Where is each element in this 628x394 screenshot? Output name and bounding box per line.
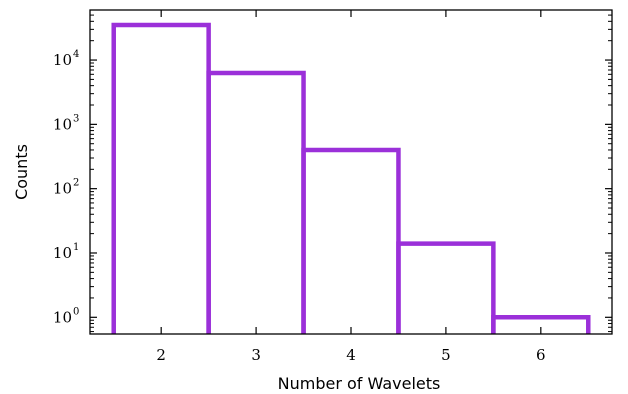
x-tick-label: 5 (441, 346, 451, 364)
y-tick-exponent: 1 (73, 242, 79, 253)
histogram-bar (206, 70, 306, 334)
y-tick-label: 10 (53, 180, 72, 198)
x-tick-label: 4 (346, 346, 356, 364)
x-tick-label: 3 (251, 346, 261, 364)
histogram-bar (491, 315, 591, 334)
y-tick-label: 10 (53, 51, 72, 69)
histogram-bar (111, 22, 211, 334)
axes-frame (89, 9, 613, 335)
y-tick-exponent: 3 (73, 113, 79, 124)
y-tick-exponent: 2 (73, 178, 79, 189)
y-tick-label: 10 (53, 115, 72, 133)
histogram-bar (396, 241, 496, 334)
y-tick-label: 10 (53, 244, 72, 262)
x-axis-ticks: 2 3 4 5 6 (156, 10, 546, 364)
y-tick-label: 10 (53, 308, 72, 326)
y-tick-exponent: 4 (73, 49, 79, 60)
plot-area (89, 9, 613, 335)
x-tick-label: 2 (156, 346, 166, 364)
histogram-bar (301, 147, 401, 334)
y-tick-exponent: 0 (73, 306, 79, 317)
y-axis-label: Counts (12, 144, 31, 200)
x-axis-label: Number of Wavelets (278, 374, 441, 393)
x-tick-label: 6 (536, 346, 546, 364)
